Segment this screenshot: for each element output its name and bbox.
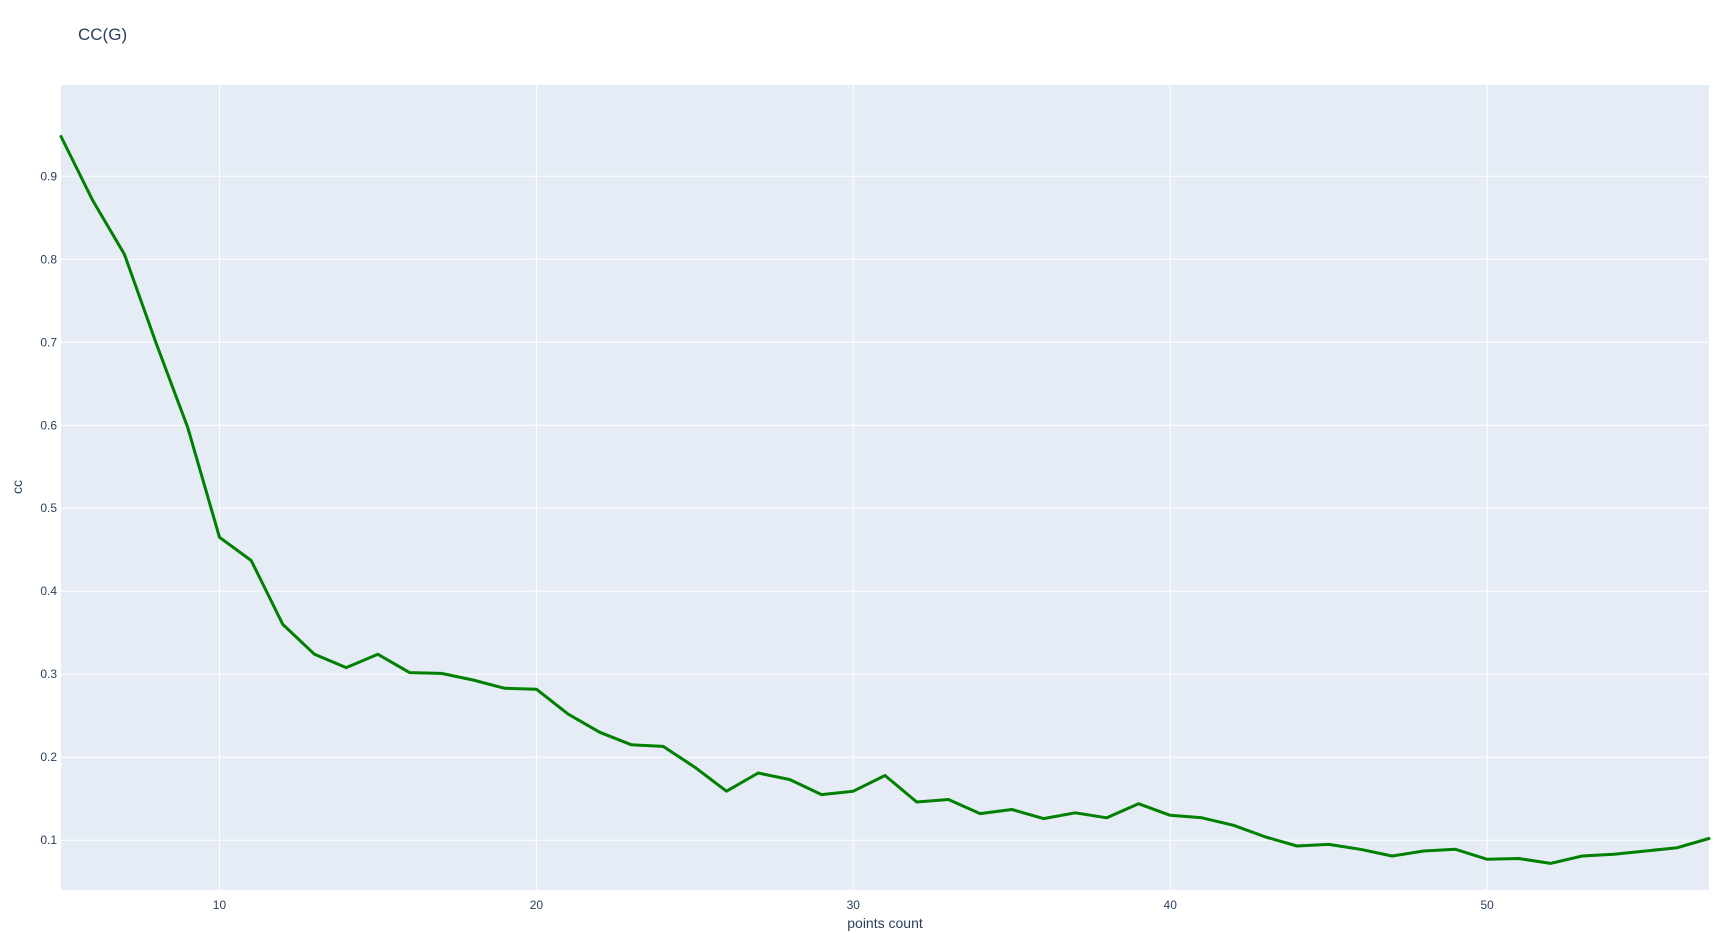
y-axis-ticks: 0.1 0.2 0.3 0.4 0.5 0.6 0.7 0.8 0.9 — [40, 169, 57, 847]
y-tick-label: 0.9 — [40, 169, 57, 183]
x-tick-label: 10 — [213, 898, 227, 912]
y-tick-label: 0.6 — [40, 418, 57, 432]
x-tick-label: 40 — [1164, 898, 1178, 912]
x-tick-label: 50 — [1480, 898, 1494, 912]
x-tick-label: 20 — [530, 898, 544, 912]
y-tick-label: 0.7 — [40, 335, 57, 349]
y-gridlines — [61, 175, 1709, 841]
y-tick-label: 0.1 — [40, 833, 57, 847]
y-tick-label: 0.4 — [40, 584, 57, 598]
x-axis-ticks: 10 20 30 40 50 — [213, 898, 1494, 912]
x-axis-label: points count — [847, 915, 923, 931]
y-tick-label: 0.2 — [40, 750, 57, 764]
x-tick-label: 30 — [847, 898, 861, 912]
y-tick-label: 0.8 — [40, 252, 57, 266]
y-tick-label: 0.5 — [40, 501, 57, 515]
series-layer — [59, 135, 1711, 865]
y-axis-label: cc — [9, 480, 25, 494]
x-gridlines — [218, 85, 1488, 890]
plot-area — [61, 85, 1709, 890]
y-tick-label: 0.3 — [40, 667, 57, 681]
chart-title: CC(G) — [78, 25, 127, 44]
series-line — [59, 135, 1711, 865]
